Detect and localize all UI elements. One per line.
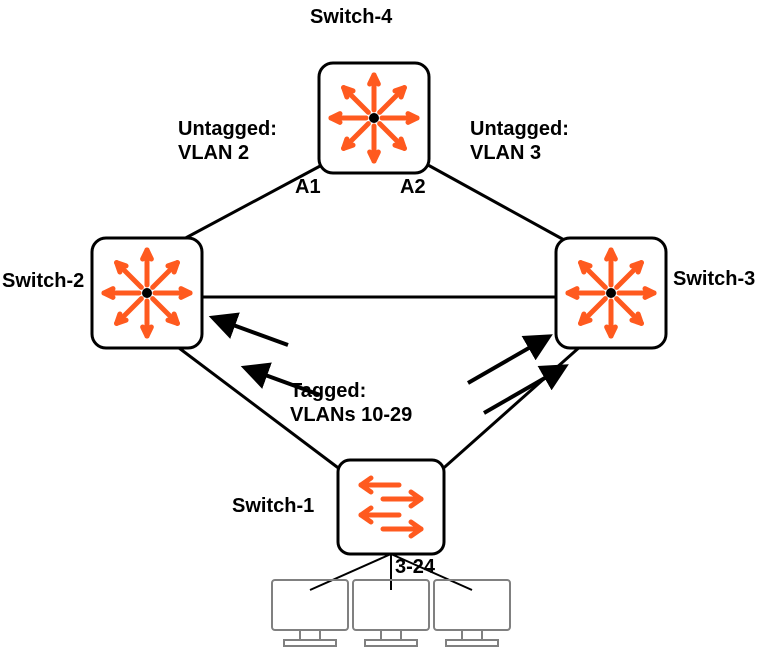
switch4-port-A1: A1 [295,176,321,199]
switch1-node [338,460,444,554]
flow-arrow [484,367,564,413]
switch2-node [92,238,202,348]
diagram-canvas [0,0,766,658]
link-label-s4_s2-1: Untagged: [178,118,277,141]
link-label-s4_s2-2: VLAN 2 [178,142,249,165]
link-label-trunk-1: Tagged: [290,380,366,403]
switch1-downlink-ports: 3-24 [395,556,435,579]
flow-arrows [214,318,564,413]
edge [438,345,582,473]
link-label-s4_s3-2: VLAN 3 [470,142,541,165]
link-label-s4_s3-1: Untagged: [470,118,569,141]
switch4-port-A2: A2 [400,176,426,199]
switch4-node [319,63,429,173]
edge [428,165,566,241]
flow-arrow [214,318,288,345]
pc-cluster [272,554,510,646]
switch3-node [556,238,666,348]
switch4-label: Switch-4 [310,6,392,29]
flow-arrow [468,337,548,383]
link-label-trunk-2: VLANs 10-29 [290,404,412,427]
switch1-label: Switch-1 [232,495,314,518]
switch2-label: Switch-2 [2,270,84,293]
switch3-label: Switch-3 [673,268,755,291]
